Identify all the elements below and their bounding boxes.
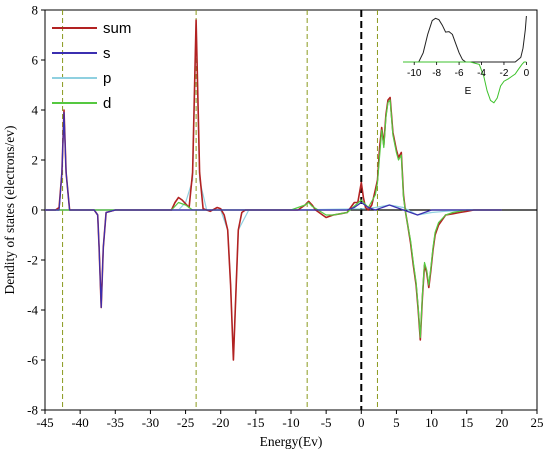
main-plot: -45 -40 -35 -30 -25 -20 -15 -10 -5 0 5 10 15 20 25-8-6… [2,3,544,450]
y-tick-label: -2 [27,253,38,268]
y-tick-label: 6 [32,53,39,68]
inset-x-tick-label: 0 [524,68,530,79]
y-axis-label: Dendity of states (electrons/ev) [2,125,17,294]
x-tick-label: -20 [212,415,229,430]
x-tick-label: -15 [247,415,264,430]
x-tick-label: 10 [425,415,438,430]
inset-x-axis-label: E [465,86,472,97]
x-tick-label: 0 [358,415,365,430]
x-tick-label: -5 [321,415,332,430]
inset-x-tick-label: -10 [407,68,422,79]
x-tick-label: -10 [282,415,299,430]
x-tick-label: -40 [71,415,88,430]
x-tick-label: 25 [531,415,544,430]
inset-x-tick-label: -4 [477,68,486,79]
legend: sum spd [52,20,131,112]
y-tick-label: -8 [27,403,38,418]
x-tick-label: -45 [36,415,53,430]
y-tick-label: 0 [32,203,39,218]
y-tick-label: 2 [32,153,39,168]
x-tick-label: -35 [107,415,124,430]
y-tick-label: -6 [27,353,38,368]
inset-x-tick-label: -2 [500,68,509,79]
x-tick-label: -25 [177,415,194,430]
legend-label-d: d [103,95,111,112]
x-tick-label: -30 [142,415,159,430]
legend-label-s: s [103,45,111,62]
x-tick-label: 20 [495,415,508,430]
inset-x-tick-label: -6 [455,68,464,79]
main-plot-area [45,10,537,410]
main-axes: -45 -40 -35 -30 -25 -20 -15 -10 -5 0 5 10 15 20 25-8-6… [27,3,543,431]
y-tick-label: 4 [32,103,39,118]
inset-x-tick-label: -8 [432,68,441,79]
series-line-d [45,99,502,339]
y-tick-label: 8 [32,3,39,18]
inset-plot: -10 -8 -6 -4 -2 0 E [403,15,530,104]
inset-series-upper [403,15,527,63]
series-line-s [45,111,502,309]
legend-label-p: p [103,70,111,87]
x-axis-label: Energy(Ev) [260,434,323,449]
legend-label-sum: sum [103,20,131,37]
inset-series-lower [403,61,527,104]
y-tick-label: -4 [27,303,38,318]
x-tick-label: 5 [393,415,400,430]
x-tick-label: 15 [460,415,473,430]
